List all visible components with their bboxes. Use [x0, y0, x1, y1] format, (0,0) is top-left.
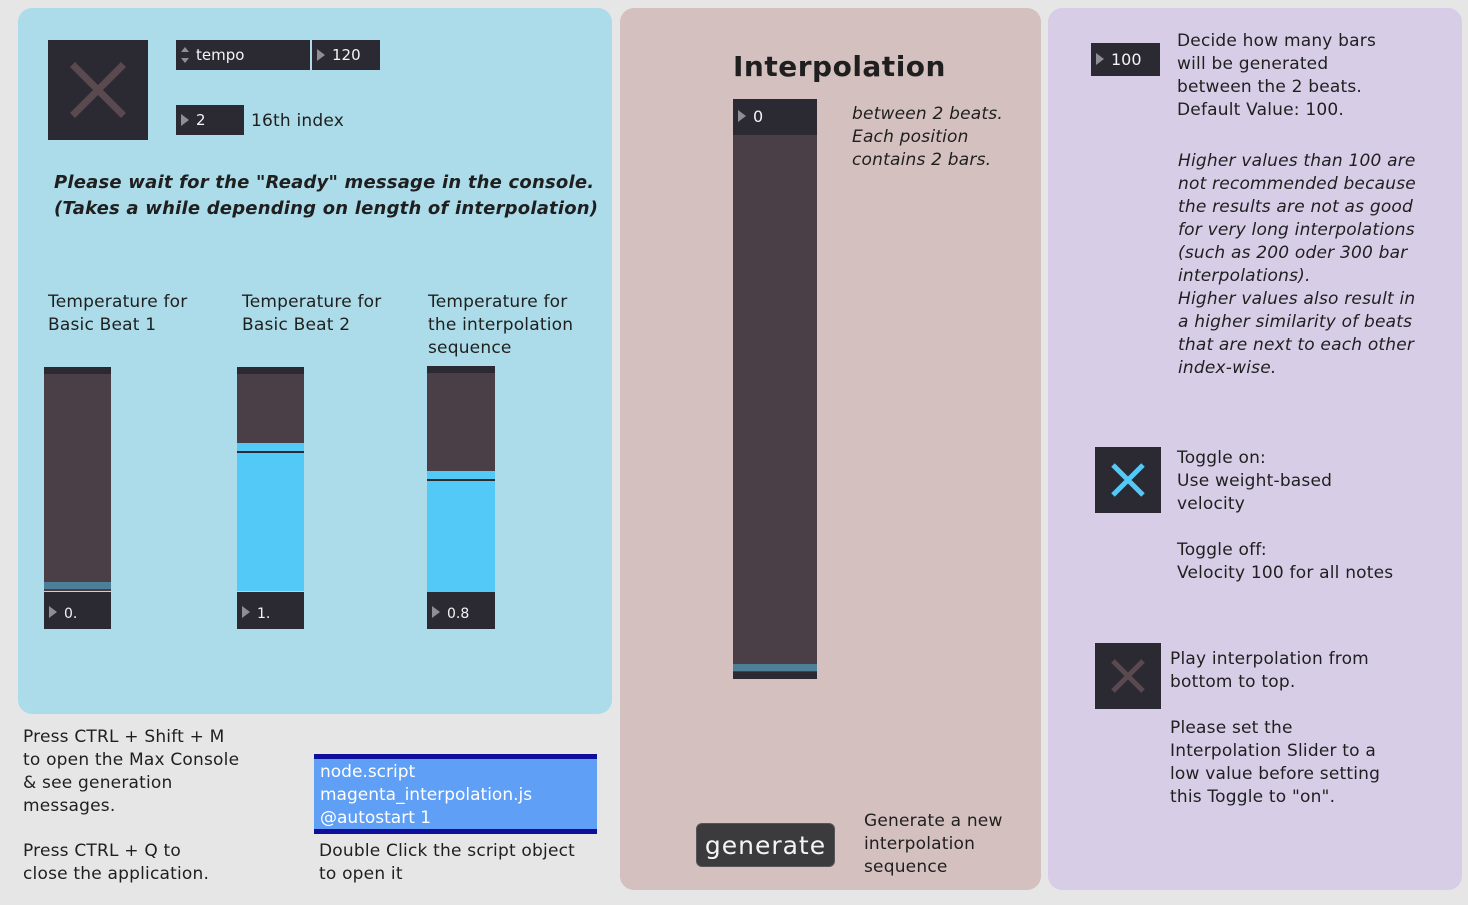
- interpolation-panel: [620, 8, 1041, 890]
- slider-fill: [427, 471, 495, 592]
- slider-knob: [44, 582, 111, 589]
- slider-fill: [237, 443, 304, 591]
- close-x-icon: [70, 62, 126, 118]
- slider-track: [44, 374, 111, 591]
- script-help-text: Double Click the script object to open i…: [319, 841, 576, 884]
- temperature-value-beat1: 0.: [64, 606, 78, 622]
- interpolation-value: 0: [753, 107, 764, 126]
- tempo-value: 120: [332, 46, 361, 64]
- close-x-icon: [1111, 659, 1145, 693]
- temperature-number-beat2[interactable]: 1.: [237, 592, 304, 629]
- generate-help-text: Generate a new interpolation sequence: [864, 811, 1003, 877]
- temperature-slider-interp[interactable]: [427, 366, 495, 592]
- interpolation-number-box[interactable]: 0: [733, 99, 817, 135]
- index-number-box[interactable]: 2: [176, 105, 244, 135]
- number-triangle-icon: [432, 606, 440, 618]
- start-toggle[interactable]: [48, 40, 148, 140]
- wait-message: Please wait for the "Ready" message in t…: [54, 172, 599, 219]
- tempo-number-box[interactable]: 120: [312, 40, 380, 70]
- slider-track: [733, 135, 817, 672]
- temperature-value-beat2: 1.: [257, 606, 271, 622]
- interpolation-note: between 2 beats. Each position contains …: [852, 104, 1003, 170]
- number-triangle-icon: [49, 606, 57, 618]
- play-help-text: Play interpolation from bottom to top. P…: [1170, 649, 1381, 807]
- bars-number-box[interactable]: 100: [1091, 43, 1160, 76]
- interpolation-title: Interpolation: [733, 50, 946, 83]
- index-label: 16th index: [251, 111, 344, 131]
- bars-value: 100: [1111, 50, 1142, 69]
- bars-note-text: Higher values than 100 are not recommend…: [1178, 151, 1416, 378]
- number-triangle-icon: [738, 110, 746, 122]
- velocity-help-text: Toggle on: Use weight-based velocity Tog…: [1177, 448, 1394, 583]
- temperature-number-beat1[interactable]: 0.: [44, 592, 111, 629]
- slider-label-interp: Temperature for the interpolation sequen…: [428, 292, 574, 358]
- play-toggle[interactable]: [1095, 643, 1161, 709]
- temperature-slider-beat1[interactable]: [44, 367, 111, 591]
- up-down-arrows-icon: [181, 47, 189, 63]
- close-x-icon: [1111, 463, 1145, 497]
- console-help-text: Press CTRL + Shift + M to open the Max C…: [23, 727, 240, 816]
- number-triangle-icon: [242, 606, 250, 618]
- slider-label-beat1: Temperature for Basic Beat 1: [48, 292, 188, 335]
- number-triangle-icon: [1096, 53, 1104, 65]
- generate-button[interactable]: generate: [696, 823, 835, 867]
- bars-help-text: Decide how many bars will be generated b…: [1177, 31, 1377, 120]
- quit-help-text: Press CTRL + Q to close the application.: [23, 841, 210, 884]
- tempo-label: tempo: [196, 46, 245, 64]
- slider-knob: [237, 451, 304, 453]
- node-script-object[interactable]: node.script magenta_interpolation.js @au…: [314, 754, 597, 834]
- number-triangle-icon: [317, 49, 325, 61]
- tempo-attribute-box[interactable]: tempo: [176, 40, 310, 70]
- index-value: 2: [196, 111, 206, 129]
- temperature-slider-beat2[interactable]: [237, 367, 304, 591]
- velocity-toggle[interactable]: [1095, 447, 1161, 513]
- number-triangle-icon: [181, 114, 189, 126]
- slider-label-beat2: Temperature for Basic Beat 2: [242, 292, 382, 335]
- temperature-number-interp[interactable]: 0.8: [427, 592, 495, 629]
- temperature-value-interp: 0.8: [447, 606, 470, 622]
- interpolation-slider[interactable]: [733, 135, 817, 679]
- slider-knob: [733, 664, 817, 671]
- slider-knob: [427, 479, 495, 481]
